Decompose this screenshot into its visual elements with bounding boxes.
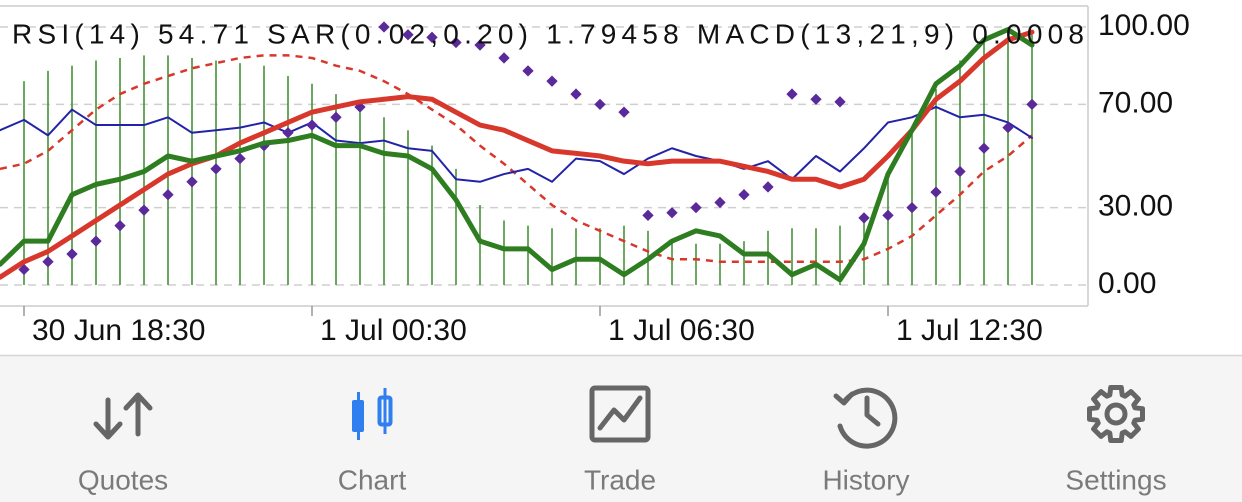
y-tick-label: 0.00	[1098, 267, 1156, 300]
sar-dot	[978, 142, 990, 154]
tab-label[interactable]: History	[822, 464, 909, 495]
tab-label[interactable]: Chart	[338, 464, 407, 495]
gear-icon	[1087, 385, 1145, 443]
sar-dot	[930, 186, 942, 198]
sar-dot	[690, 201, 702, 214]
tab-chart[interactable]: Chart	[338, 388, 407, 495]
y-tick-label: 100.00	[1098, 9, 1190, 42]
sar-dot	[954, 165, 966, 178]
tab-label[interactable]: Trade	[584, 464, 656, 495]
x-tick-label: 30 Jun 18:30	[32, 314, 205, 347]
sar-dot	[162, 189, 174, 201]
sar-dot	[426, 31, 438, 43]
y-tick-label: 30.00	[1098, 190, 1173, 223]
chart-bg	[0, 0, 1242, 355]
sar-dot	[234, 152, 246, 165]
x-tick-label: 1 Jul 06:30	[608, 314, 755, 347]
x-tick-label: 1 Jul 00:30	[320, 314, 467, 347]
sar-dot	[186, 176, 198, 188]
tabs: Quotes Chart Trade History Settings	[78, 385, 1167, 496]
sar-dot	[882, 209, 894, 221]
x-tick-label: 1 Jul 12:30	[896, 314, 1043, 347]
indicator-line	[0, 105, 1033, 183]
sar-dot	[666, 207, 678, 219]
y-tick-label: 70.00	[1098, 86, 1173, 119]
sar-dot	[738, 189, 750, 201]
sar-dot	[42, 256, 54, 268]
sar-dot	[762, 181, 774, 193]
sar-dot	[450, 36, 462, 49]
sar-dot	[858, 212, 870, 224]
dashed-line	[0, 54, 1033, 264]
indicator-line	[0, 27, 1035, 283]
sar-dot	[474, 39, 486, 51]
tab-label[interactable]: Quotes	[78, 464, 168, 495]
tab-history[interactable]: History	[822, 387, 910, 495]
tab-settings[interactable]: Settings	[1065, 385, 1167, 496]
axes: 0.00 30.00 70.00 100.00 30 Jun 18:30 1 Jul 00…	[23, 9, 1190, 347]
sar-dot	[138, 204, 150, 216]
indicator-line	[0, 29, 1035, 280]
indicator-header: RSI(14) 54.71 SAR(0.02,0.20) 1.79458 MAC…	[12, 18, 1084, 49]
tab-bar	[0, 355, 1242, 502]
tab-label[interactable]: Settings	[1065, 464, 1166, 495]
plot	[0, 21, 1088, 286]
sar-dot	[1026, 98, 1038, 111]
sar-dot	[906, 201, 918, 214]
tab-trade[interactable]: Trade	[584, 385, 656, 495]
sar-dot	[714, 196, 726, 209]
sar-dot	[282, 127, 294, 139]
sar-dot	[210, 163, 222, 175]
sar-dot	[642, 209, 654, 221]
tab-quotes[interactable]: Quotes	[78, 392, 168, 495]
sar-dot	[498, 52, 510, 64]
